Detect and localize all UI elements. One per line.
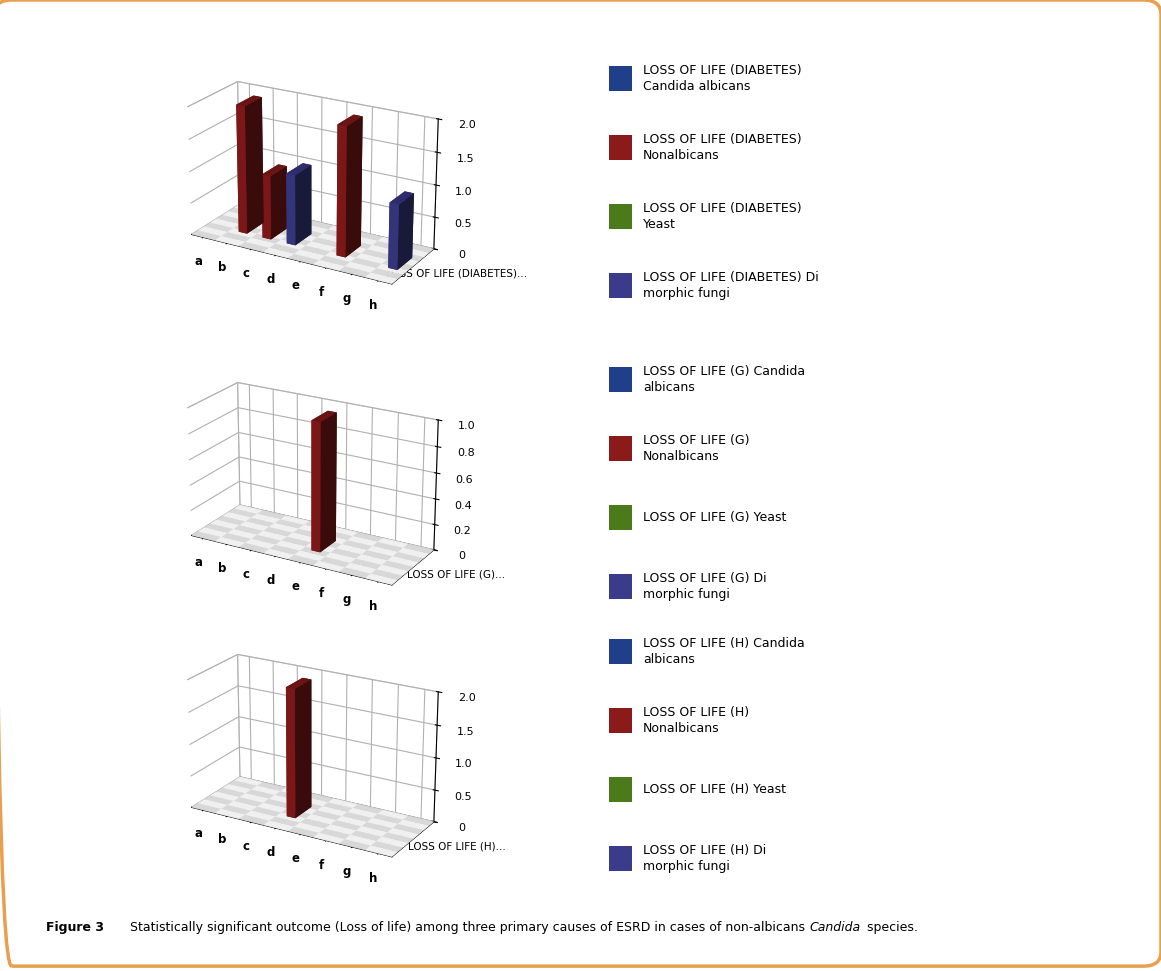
Bar <box>610 777 633 802</box>
Bar <box>610 505 633 530</box>
Text: LOSS OF LIFE (H) Di
morphic fungi: LOSS OF LIFE (H) Di morphic fungi <box>643 844 766 873</box>
Text: LOSS OF LIFE (DIABETES) Di
morphic fungi: LOSS OF LIFE (DIABETES) Di morphic fungi <box>643 271 819 300</box>
Text: LOSS OF LIFE (G) Candida
albicans: LOSS OF LIFE (G) Candida albicans <box>643 365 805 394</box>
Text: species.: species. <box>863 921 917 934</box>
Text: LOSS OF LIFE (G) Yeast: LOSS OF LIFE (G) Yeast <box>643 511 786 524</box>
Text: LOSS OF LIFE (G)
Nonalbicans: LOSS OF LIFE (G) Nonalbicans <box>643 434 749 463</box>
Bar <box>610 274 633 298</box>
Bar <box>610 66 633 90</box>
Text: LOSS OF LIFE (H)
Nonalbicans: LOSS OF LIFE (H) Nonalbicans <box>643 706 749 735</box>
Text: LOSS OF LIFE (DIABETES)
Yeast: LOSS OF LIFE (DIABETES) Yeast <box>643 202 801 231</box>
Text: LOSS OF LIFE (DIABETES)
Candida albicans: LOSS OF LIFE (DIABETES) Candida albicans <box>643 64 801 93</box>
Text: LOSS OF LIFE (DIABETES)
Nonalbicans: LOSS OF LIFE (DIABETES) Nonalbicans <box>643 133 801 162</box>
Bar <box>610 367 633 391</box>
Bar <box>610 204 633 229</box>
Text: Statistically significant outcome (Loss of life) among three primary causes of E: Statistically significant outcome (Loss … <box>118 921 809 934</box>
Bar <box>610 436 633 461</box>
Bar <box>610 708 633 733</box>
Text: LOSS OF LIFE (G) Di
morphic fungi: LOSS OF LIFE (G) Di morphic fungi <box>643 572 766 601</box>
Text: LOSS OF LIFE (H) Yeast: LOSS OF LIFE (H) Yeast <box>643 783 786 796</box>
Bar <box>610 135 633 160</box>
Text: Candida: Candida <box>809 921 860 934</box>
Text: Figure 3: Figure 3 <box>46 921 104 934</box>
Bar <box>610 575 633 599</box>
Bar <box>610 639 633 663</box>
Text: LOSS OF LIFE (H) Candida
albicans: LOSS OF LIFE (H) Candida albicans <box>643 637 805 666</box>
Bar <box>610 847 633 871</box>
